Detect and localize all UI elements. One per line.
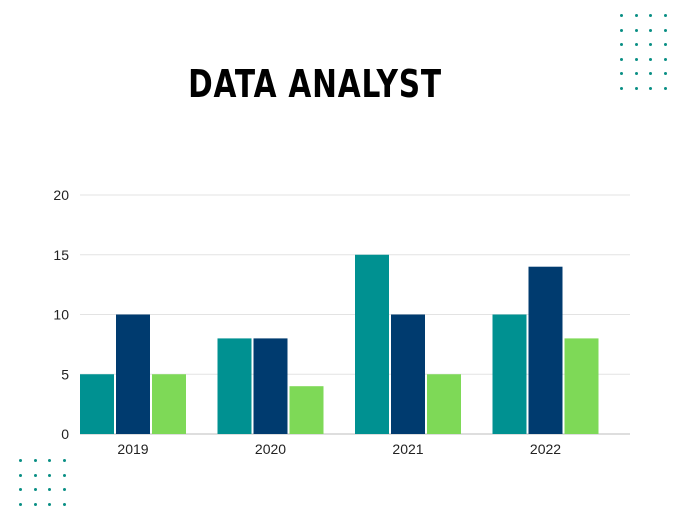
bar xyxy=(80,374,114,434)
decorative-dot xyxy=(649,43,652,46)
decorative-dot xyxy=(649,14,652,17)
decorative-dot xyxy=(634,43,638,46)
decorative-dot xyxy=(62,502,66,506)
bar xyxy=(355,254,389,434)
decorative-dot xyxy=(634,57,638,61)
decorative-dot xyxy=(620,72,623,75)
x-tick-label: 2022 xyxy=(530,441,561,457)
bar xyxy=(289,386,324,434)
bar xyxy=(492,314,527,434)
y-tick-label: 10 xyxy=(53,307,69,323)
decorative-dot xyxy=(48,459,51,462)
decorative-dot xyxy=(48,488,51,491)
decorative-dot xyxy=(649,72,652,75)
bar xyxy=(253,338,288,434)
decorative-dot xyxy=(663,86,667,90)
bar xyxy=(116,314,150,434)
decorative-dot xyxy=(663,28,667,32)
decorative-dot xyxy=(62,473,66,477)
decorative-dot xyxy=(33,502,37,506)
decorative-dot xyxy=(620,28,623,32)
decorative-dot xyxy=(649,57,652,61)
decorative-dot xyxy=(663,72,667,75)
decorative-dot xyxy=(33,473,37,477)
decorative-dot xyxy=(620,43,623,46)
y-tick-label: 20 xyxy=(53,187,69,203)
decorative-dot xyxy=(634,72,638,75)
decorative-dot xyxy=(663,14,667,17)
bar xyxy=(564,338,599,434)
decorative-dot xyxy=(19,473,22,477)
decorative-dot xyxy=(649,86,652,90)
decorative-dot xyxy=(620,86,623,90)
decorative-dot xyxy=(649,28,652,32)
y-tick-label: 15 xyxy=(53,247,69,263)
decorative-dot xyxy=(33,459,37,462)
x-tick-label: 2020 xyxy=(255,441,286,457)
decorative-dot xyxy=(19,502,22,506)
decorative-dot xyxy=(634,14,638,17)
decorative-dot xyxy=(663,57,667,61)
decorative-dot xyxy=(62,488,66,491)
x-tick-label: 2019 xyxy=(117,441,148,457)
chart-title: DATA ANALYST xyxy=(188,62,442,106)
decorative-dot xyxy=(19,488,22,491)
y-tick-label: 5 xyxy=(61,366,69,382)
bar xyxy=(427,374,461,434)
decorative-dot xyxy=(663,43,667,46)
decorative-dot xyxy=(620,14,623,17)
bar xyxy=(217,338,252,434)
decorative-dot xyxy=(48,502,51,506)
bar xyxy=(528,266,563,434)
decorative-dot xyxy=(634,28,638,32)
x-tick-label: 2021 xyxy=(392,441,423,457)
y-tick-label: 0 xyxy=(61,426,69,442)
decorative-dot xyxy=(620,57,623,61)
bar xyxy=(391,314,425,434)
decorative-dot xyxy=(19,459,22,462)
decorative-dot xyxy=(62,459,66,462)
decorative-dot xyxy=(33,488,37,491)
bar xyxy=(152,374,186,434)
decorative-dot xyxy=(48,473,51,477)
decorative-dot xyxy=(634,86,638,90)
